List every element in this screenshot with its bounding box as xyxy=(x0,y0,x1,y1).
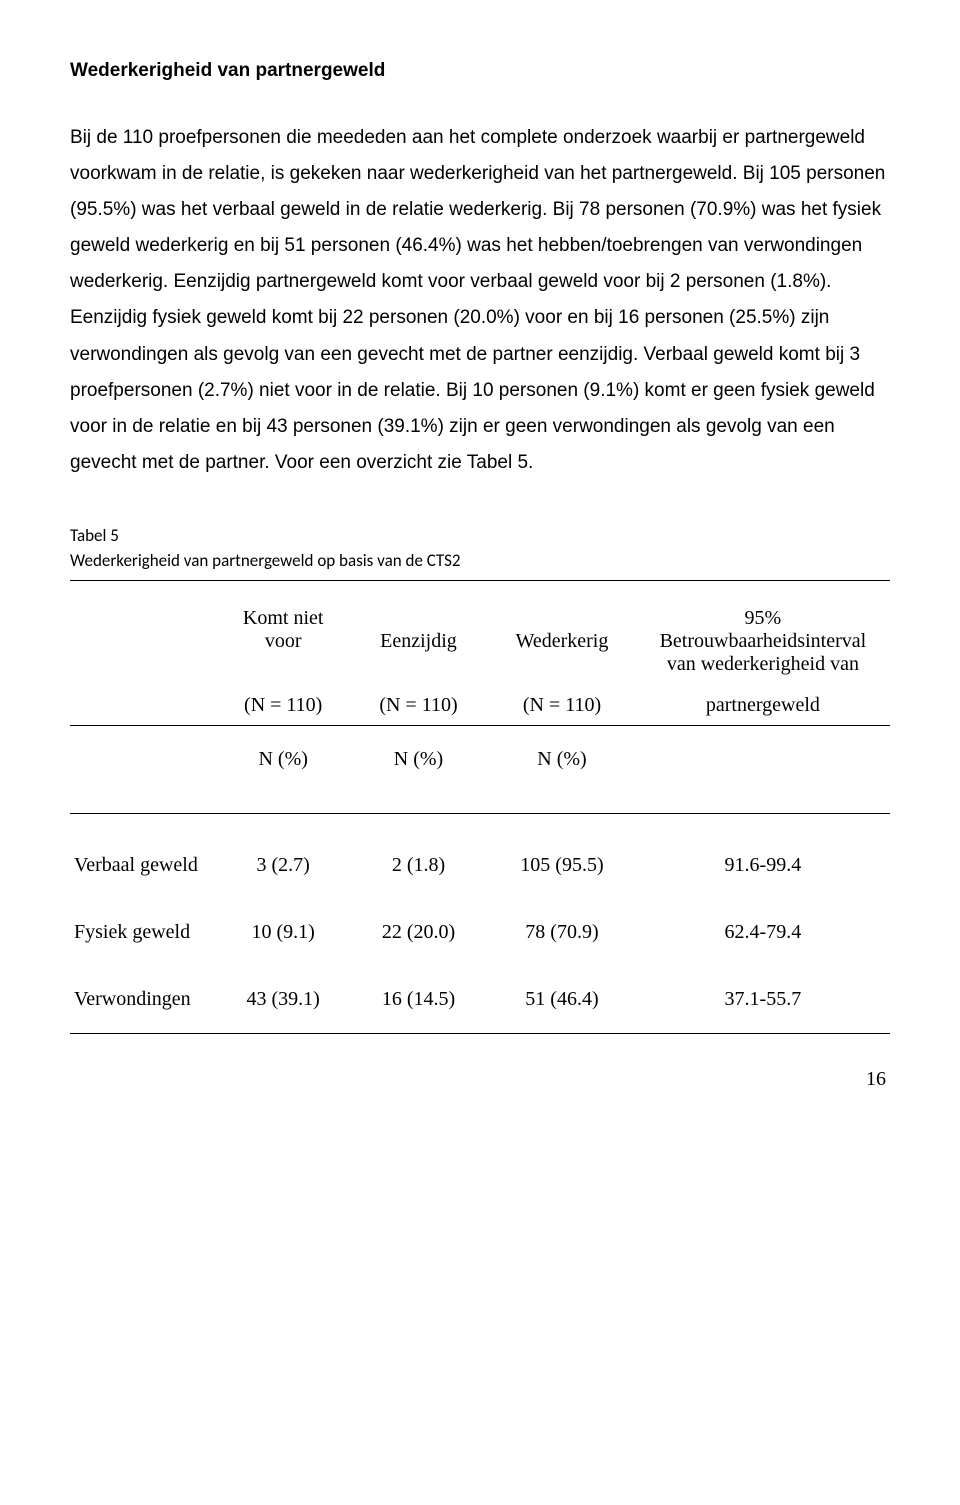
col-header-n: (N = 110) xyxy=(218,676,349,726)
col-header: Wederkerig xyxy=(488,630,636,653)
row-label: Fysiek geweld xyxy=(70,899,218,966)
table-title: Wederkerigheid van partnergeweld op basi… xyxy=(70,548,890,574)
table-number: Tabel 5 xyxy=(70,523,890,549)
col-header: Komt niet xyxy=(218,580,349,630)
col-header: Betrouwbaarheidsinterval xyxy=(636,630,890,653)
row-label: Verwondingen xyxy=(70,966,218,1034)
col-header-n: (N = 110) xyxy=(488,676,636,726)
table-caption: Tabel 5 Wederkerigheid van partnergeweld… xyxy=(70,523,890,574)
col-header: van wederkerigheid van xyxy=(636,653,890,676)
table-cell: 43 (39.1) xyxy=(218,966,349,1034)
table-cell: 10 (9.1) xyxy=(218,899,349,966)
table-cell: 3 (2.7) xyxy=(218,832,349,899)
col-header-n: (N = 110) xyxy=(349,676,488,726)
unit-label: N (%) xyxy=(349,725,488,813)
table-cell: 91.6-99.4 xyxy=(636,832,890,899)
body-paragraph: Bij de 110 proefpersonen die meededen aa… xyxy=(70,120,890,481)
table-cell: 16 (14.5) xyxy=(349,966,488,1034)
table-cell: 105 (95.5) xyxy=(488,832,636,899)
col-header: 95% xyxy=(636,580,890,630)
row-label: Verbaal geweld xyxy=(70,832,218,899)
data-table: Komt niet 95% voor Eenzijdig Wederkerig … xyxy=(70,580,890,1034)
table-cell: 62.4-79.4 xyxy=(636,899,890,966)
table-cell: 78 (70.9) xyxy=(488,899,636,966)
table-cell: 22 (20.0) xyxy=(349,899,488,966)
col-header-n: partnergeweld xyxy=(636,676,890,726)
table-cell: 51 (46.4) xyxy=(488,966,636,1034)
unit-label: N (%) xyxy=(218,725,349,813)
unit-label: N (%) xyxy=(488,725,636,813)
section-heading: Wederkerigheid van partnergeweld xyxy=(70,60,890,82)
page-number: 16 xyxy=(70,1068,890,1091)
col-header: Eenzijdig xyxy=(349,630,488,653)
table-cell: 2 (1.8) xyxy=(349,832,488,899)
table-cell: 37.1-55.7 xyxy=(636,966,890,1034)
col-header: voor xyxy=(218,630,349,653)
